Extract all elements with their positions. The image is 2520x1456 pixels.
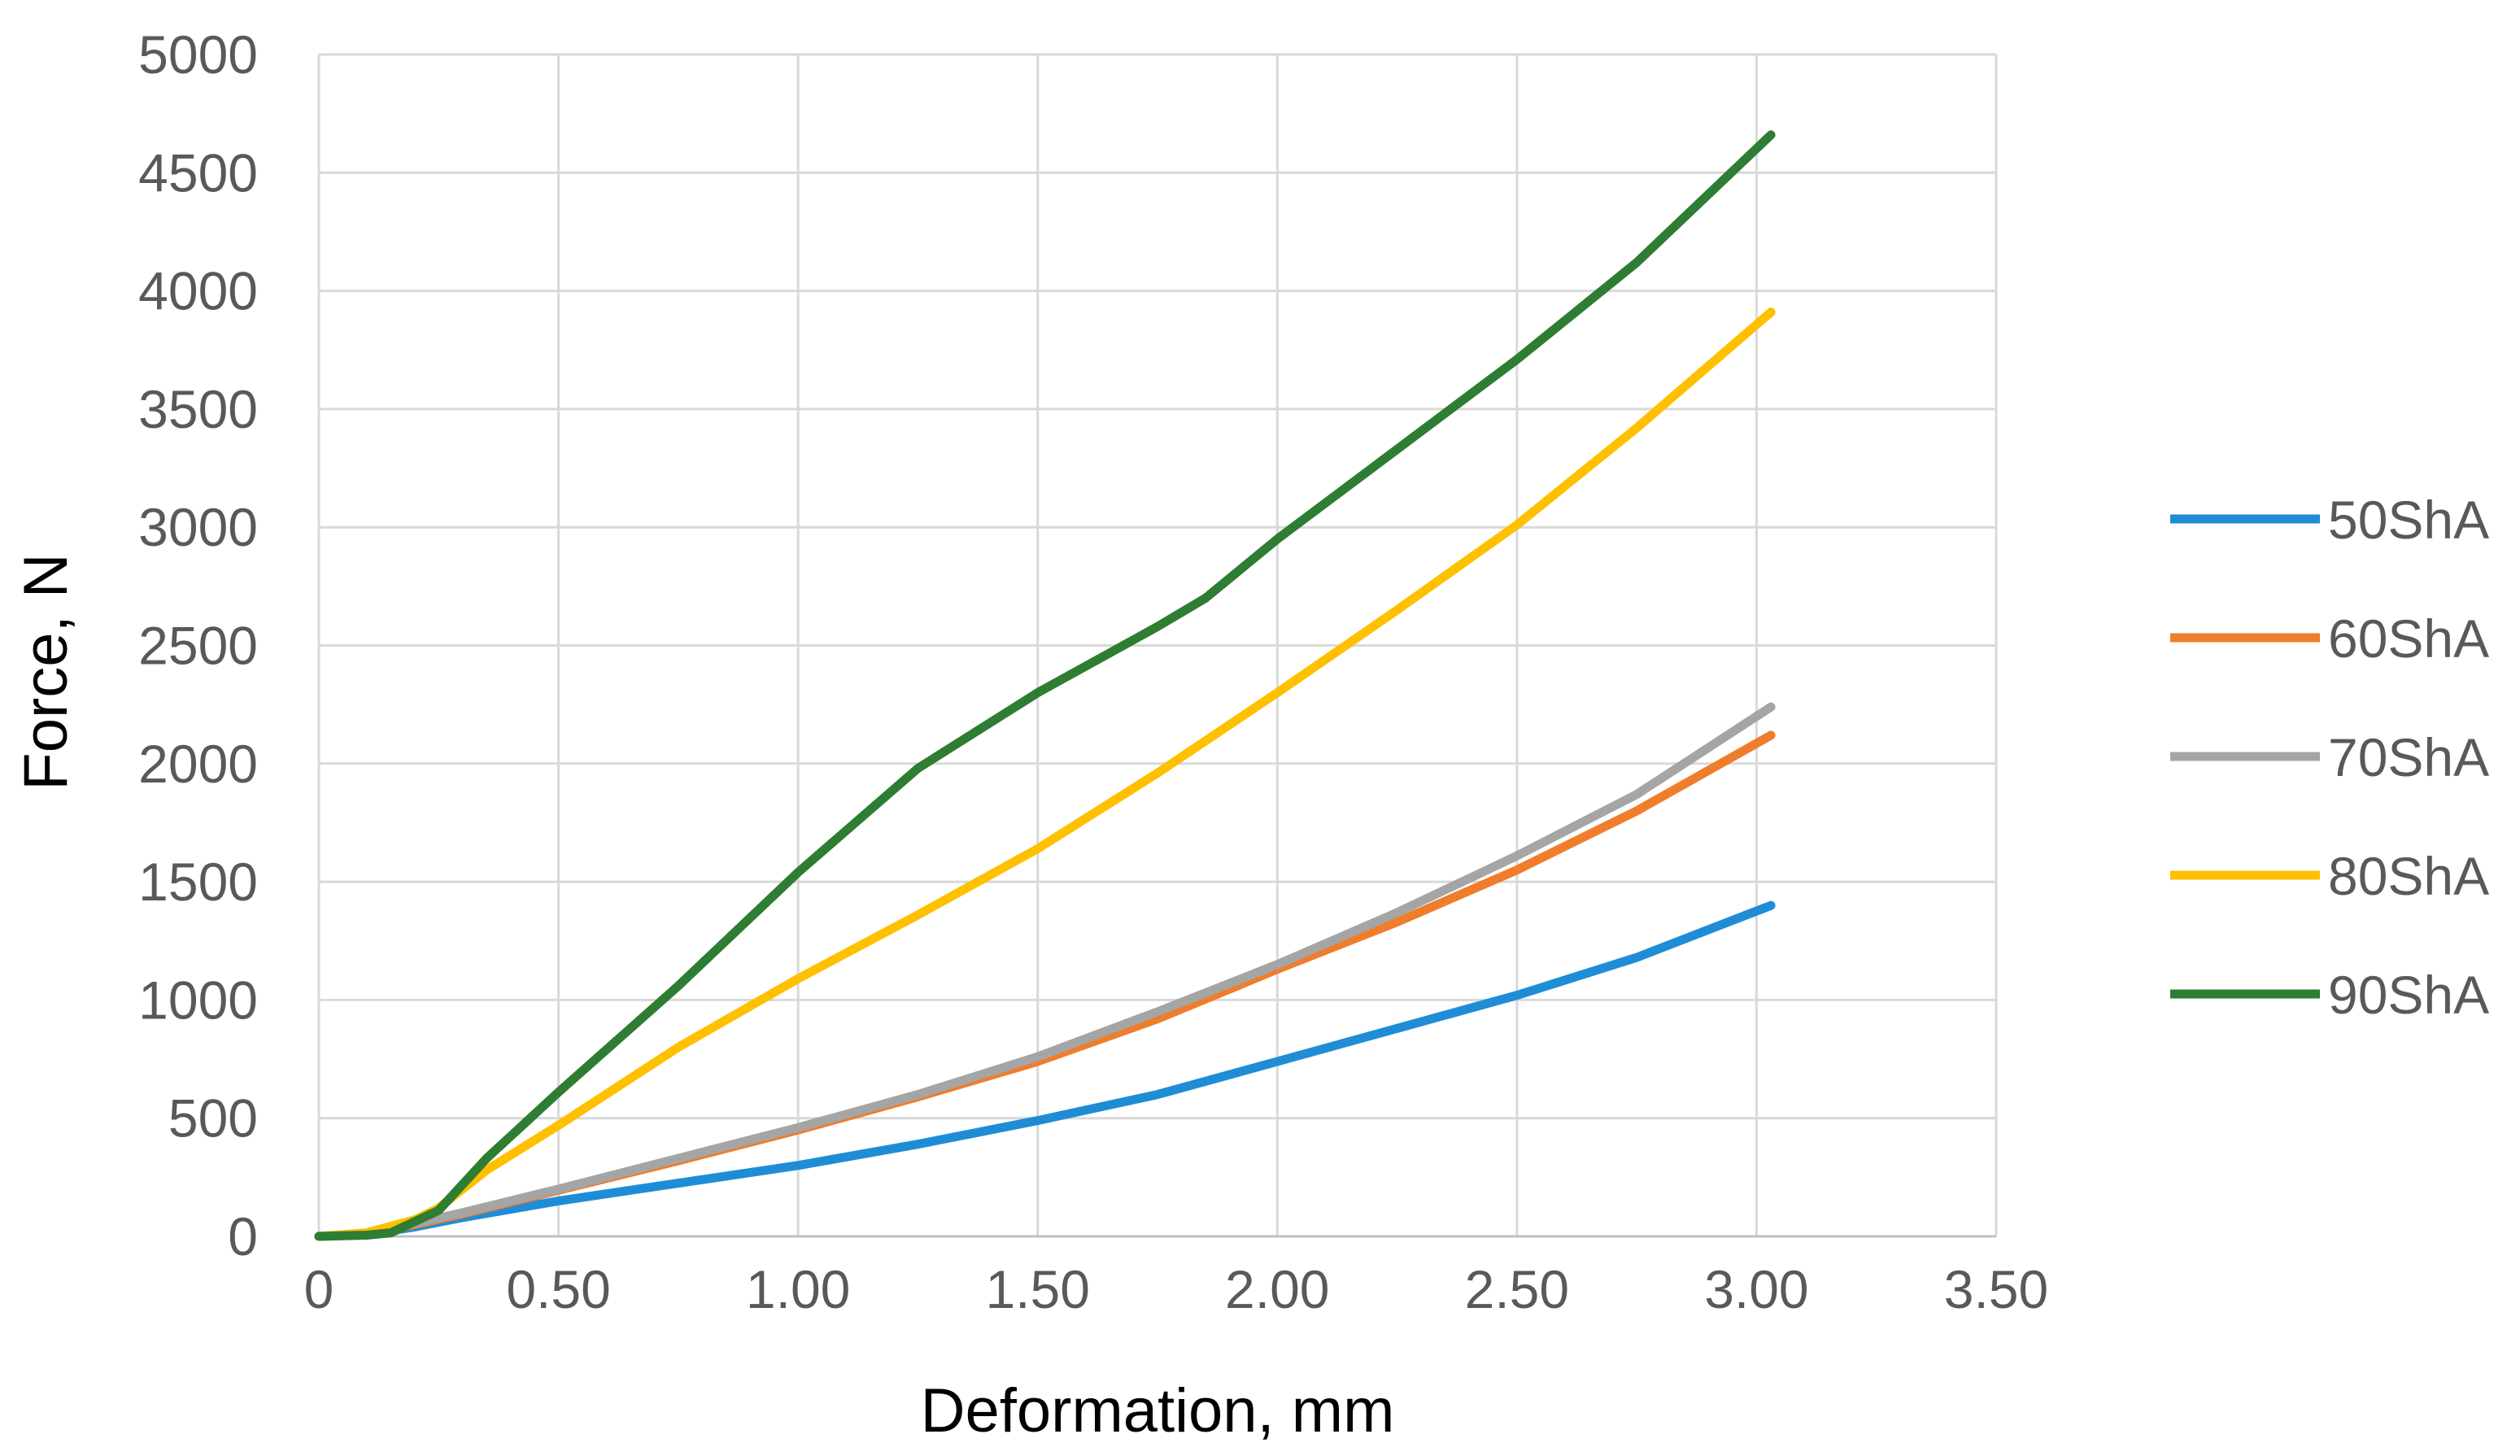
legend-label-50ShA: 50ShA [2328, 490, 2489, 550]
x-tick-label: 2.50 [1465, 1259, 1569, 1319]
y-tick-label: 2500 [138, 616, 258, 676]
y-axis-title: Force, N [11, 553, 81, 790]
x-tick-label: 3.00 [1704, 1259, 1808, 1319]
x-tick-label: 1.00 [746, 1259, 850, 1319]
x-tick-label: 1.50 [985, 1259, 1089, 1319]
legend-label-60ShA: 60ShA [2328, 608, 2489, 669]
legend-label-80ShA: 80ShA [2328, 846, 2489, 906]
y-tick-label: 0 [228, 1206, 258, 1266]
series-lines [314, 130, 1776, 1241]
x-tick-label: 0.50 [506, 1259, 610, 1319]
y-tick-label: 4000 [138, 261, 258, 321]
y-tick-label: 1500 [138, 852, 258, 912]
y-tick-label: 3000 [138, 497, 258, 557]
legend-label-70ShA: 70ShA [2328, 727, 2489, 787]
y-tick-label: 2000 [138, 734, 258, 794]
y-tick-label: 3500 [138, 379, 258, 439]
series-line-50ShA [314, 900, 1776, 1241]
y-tick-label: 1000 [138, 970, 258, 1030]
gridlines [317, 53, 1998, 1238]
x-tick-label: 3.50 [1944, 1259, 2048, 1319]
y-tick-label: 500 [168, 1088, 258, 1149]
legend-label-90ShA: 90ShA [2328, 965, 2489, 1025]
y-tick-label: 5000 [138, 24, 258, 85]
y-tick-label: 4500 [138, 142, 258, 203]
x-tick-labels: 0 0.50 1.00 1.50 2.00 2.50 3.00 3.50 [304, 1259, 2049, 1319]
x-tick-label: 0 [304, 1259, 334, 1319]
series-line-80ShA [314, 307, 1776, 1241]
series-line-90ShA [314, 130, 1776, 1241]
x-axis-title: Deformation, mm [921, 1376, 1395, 1445]
legend: 50ShA 60ShA 70ShA 80ShA 90ShA [2170, 490, 2489, 1025]
x-tick-label: 2.00 [1225, 1259, 1329, 1319]
series-line-70ShA [314, 702, 1776, 1241]
y-tick-labels: 0 500 1000 1500 2000 2500 3000 3500 4000 4500 5000 [138, 24, 258, 1266]
